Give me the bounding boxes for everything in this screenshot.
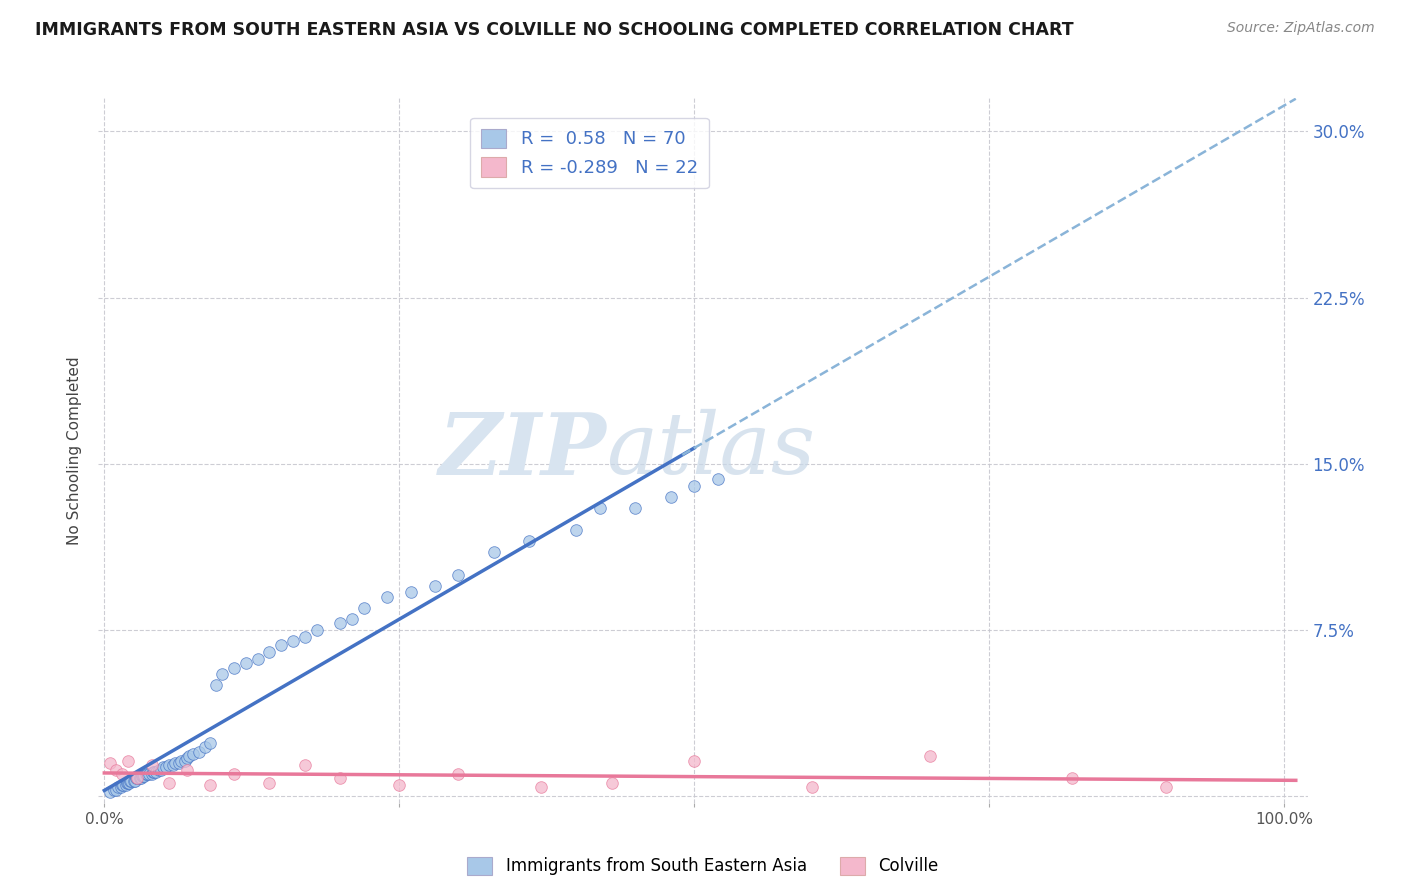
Point <box>138 767 160 781</box>
Point <box>179 749 201 764</box>
Point <box>165 756 187 770</box>
Point <box>107 780 129 795</box>
Point <box>1154 780 1177 795</box>
Point <box>142 764 165 779</box>
Point <box>200 778 222 792</box>
Point <box>157 758 180 772</box>
Point <box>176 751 198 765</box>
Point <box>122 773 145 788</box>
Point <box>600 776 623 790</box>
Point <box>624 501 647 516</box>
Point <box>110 780 132 795</box>
Point <box>388 778 411 792</box>
Point <box>200 736 222 750</box>
Point <box>127 772 149 786</box>
Point <box>152 760 174 774</box>
Point <box>706 472 728 486</box>
Point <box>127 772 149 786</box>
Point <box>920 749 942 764</box>
Point <box>270 639 292 653</box>
Point <box>120 773 142 788</box>
Point <box>105 763 128 777</box>
Point <box>423 579 446 593</box>
Point <box>329 772 352 786</box>
Point <box>117 776 139 790</box>
Text: ZIP: ZIP <box>439 409 606 492</box>
Point <box>170 754 193 768</box>
Point <box>131 769 153 783</box>
Point <box>222 660 245 674</box>
Point <box>129 772 152 786</box>
Point <box>120 773 142 788</box>
Point <box>98 756 121 770</box>
Point <box>124 773 146 788</box>
Point <box>259 776 281 790</box>
Text: atlas: atlas <box>606 409 815 491</box>
Y-axis label: No Schooling Completed: No Schooling Completed <box>67 356 83 545</box>
Point <box>167 756 190 770</box>
Point <box>259 645 281 659</box>
Point <box>112 778 135 792</box>
Point <box>134 769 156 783</box>
Point <box>111 778 134 792</box>
Point <box>176 763 198 777</box>
Point <box>181 747 204 761</box>
Point <box>162 758 184 772</box>
Point <box>305 623 328 637</box>
Text: IMMIGRANTS FROM SOUTH EASTERN ASIA VS COLVILLE NO SCHOOLING COMPLETED CORRELATIO: IMMIGRANTS FROM SOUTH EASTERN ASIA VS CO… <box>35 21 1074 39</box>
Point <box>517 534 540 549</box>
Point <box>399 585 422 599</box>
Point <box>353 600 375 615</box>
Point <box>659 490 682 504</box>
Point <box>235 656 257 670</box>
Point <box>135 767 157 781</box>
Point <box>530 780 553 795</box>
Point <box>118 776 141 790</box>
Point <box>683 479 706 493</box>
Point <box>148 763 170 777</box>
Point <box>565 523 588 537</box>
Point <box>105 782 128 797</box>
Point <box>377 590 399 604</box>
Point <box>447 567 470 582</box>
Point <box>141 758 163 772</box>
Point <box>194 740 217 755</box>
Point <box>128 772 150 786</box>
Point <box>142 764 165 779</box>
Point <box>117 754 139 768</box>
Point <box>482 545 505 559</box>
Point <box>98 785 121 799</box>
Point <box>114 778 136 792</box>
Point <box>205 678 228 692</box>
Point <box>115 776 138 790</box>
Point <box>281 634 304 648</box>
Point <box>589 501 612 516</box>
Point <box>149 763 172 777</box>
Point <box>145 764 167 779</box>
Point <box>125 772 148 786</box>
Point <box>111 767 134 781</box>
Point <box>329 616 352 631</box>
Point <box>173 754 195 768</box>
Point <box>141 767 163 781</box>
Point <box>135 767 157 781</box>
Point <box>246 652 269 666</box>
Point <box>157 776 180 790</box>
Point <box>447 767 470 781</box>
Point <box>801 780 824 795</box>
Point <box>222 767 245 781</box>
Point <box>294 758 316 772</box>
Point <box>187 745 209 759</box>
Point <box>211 667 233 681</box>
Point <box>103 782 125 797</box>
Text: Source: ZipAtlas.com: Source: ZipAtlas.com <box>1227 21 1375 36</box>
Point <box>1060 772 1083 786</box>
Point <box>340 612 363 626</box>
Point <box>683 754 706 768</box>
Point <box>132 769 155 783</box>
Point <box>294 630 316 644</box>
Point <box>155 760 177 774</box>
Legend: Immigrants from South Eastern Asia, Colville: Immigrants from South Eastern Asia, Colv… <box>461 850 945 882</box>
